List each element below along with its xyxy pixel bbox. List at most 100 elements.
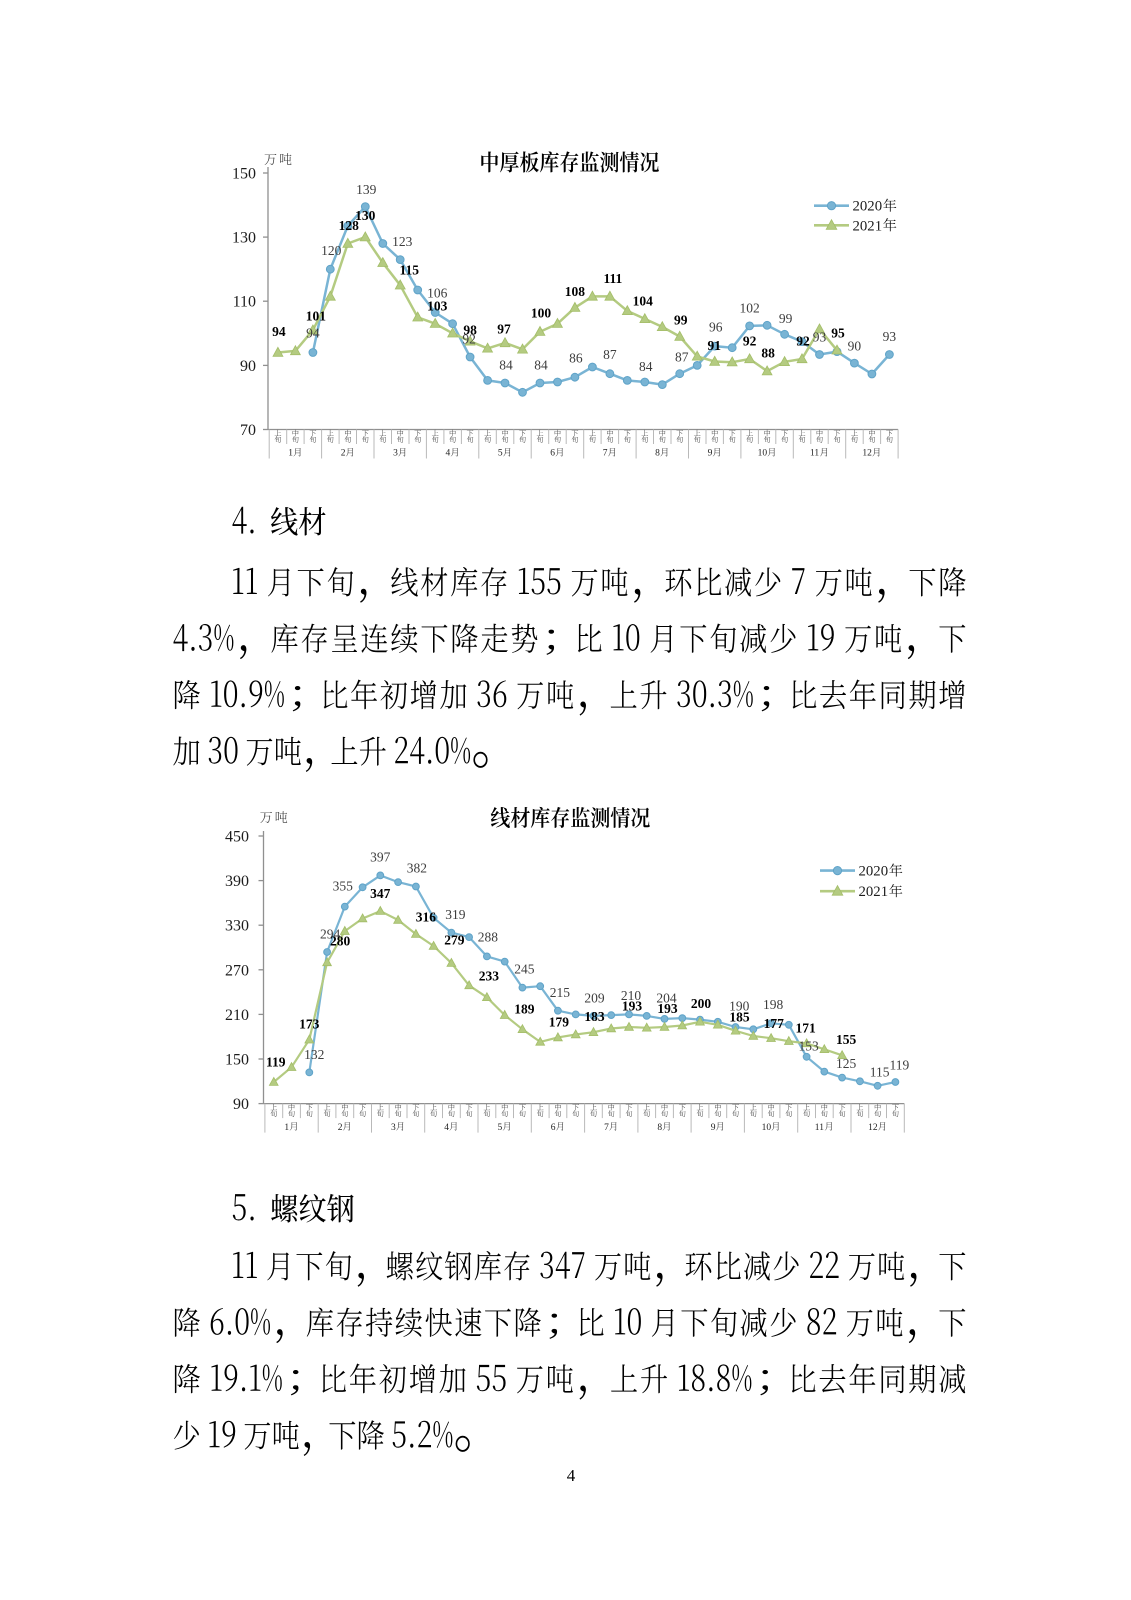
svg-text:210: 210 (621, 988, 642, 1003)
svg-text:139: 139 (356, 182, 377, 197)
svg-text:6: 6 (551, 1123, 556, 1133)
svg-text:2020: 2020 (853, 199, 883, 215)
svg-text:2: 2 (338, 1123, 343, 1133)
svg-text:450: 450 (225, 829, 249, 846)
svg-text:210: 210 (225, 1007, 249, 1024)
svg-text:132: 132 (304, 1047, 324, 1062)
svg-text:355: 355 (333, 879, 354, 894)
svg-text:4: 4 (567, 1466, 576, 1485)
svg-text:84: 84 (534, 358, 548, 373)
svg-text:2: 2 (341, 449, 346, 459)
svg-text:3: 3 (391, 1123, 396, 1133)
svg-text:120: 120 (321, 243, 342, 258)
svg-text:319: 319 (445, 907, 466, 922)
svg-text:104: 104 (633, 293, 654, 308)
svg-text:93: 93 (813, 330, 827, 345)
svg-text:177: 177 (764, 1016, 785, 1031)
svg-text:294: 294 (320, 927, 341, 942)
svg-text:87: 87 (675, 350, 689, 365)
svg-text:108: 108 (565, 284, 586, 299)
svg-text:11: 11 (810, 449, 819, 459)
svg-text:245: 245 (514, 962, 535, 977)
svg-text:316: 316 (416, 910, 437, 925)
svg-text:209: 209 (584, 990, 605, 1005)
svg-text:12: 12 (862, 449, 872, 459)
svg-text:390: 390 (225, 873, 249, 890)
svg-text:2020: 2020 (859, 864, 889, 880)
svg-text:92: 92 (796, 334, 810, 349)
svg-text:94: 94 (272, 324, 286, 339)
svg-text:92: 92 (462, 332, 476, 347)
svg-text:106: 106 (427, 286, 448, 301)
svg-text:9: 9 (711, 1123, 716, 1133)
svg-text:2021: 2021 (853, 218, 883, 234)
svg-text:98: 98 (463, 322, 477, 337)
svg-text:193: 193 (622, 999, 643, 1014)
svg-text:88: 88 (761, 346, 775, 361)
svg-text:9: 9 (708, 449, 713, 459)
svg-text:100: 100 (531, 306, 552, 321)
svg-text:123: 123 (392, 234, 413, 249)
svg-text:179: 179 (549, 1014, 570, 1029)
svg-text:95: 95 (831, 325, 845, 340)
svg-text:103: 103 (427, 299, 448, 314)
svg-text:102: 102 (739, 300, 759, 315)
svg-text:94: 94 (306, 326, 320, 341)
svg-text:279: 279 (444, 933, 465, 948)
svg-text:330: 330 (225, 918, 249, 935)
svg-text:11: 11 (815, 1123, 824, 1133)
svg-text:215: 215 (550, 985, 571, 1000)
svg-text:171: 171 (795, 1020, 816, 1035)
svg-text:8: 8 (655, 449, 660, 459)
svg-text:193: 193 (657, 1001, 678, 1016)
svg-text:87: 87 (603, 347, 617, 362)
svg-text:119: 119 (890, 1058, 910, 1073)
svg-text:288: 288 (478, 929, 499, 944)
svg-text:189: 189 (514, 1001, 535, 1016)
svg-text:3: 3 (393, 449, 398, 459)
svg-text:270: 270 (225, 962, 249, 979)
svg-text:5: 5 (498, 449, 503, 459)
svg-text:111: 111 (604, 271, 623, 286)
svg-text:1: 1 (288, 449, 293, 459)
svg-text:280: 280 (330, 933, 351, 948)
svg-text:10: 10 (758, 449, 768, 459)
svg-text:93: 93 (883, 329, 897, 344)
svg-text:130: 130 (232, 230, 256, 247)
svg-text:84: 84 (499, 358, 513, 373)
svg-text:1: 1 (284, 1123, 289, 1133)
svg-text:8: 8 (657, 1123, 662, 1133)
svg-text:130: 130 (355, 208, 376, 223)
svg-text:7: 7 (604, 1123, 609, 1133)
svg-text:119: 119 (266, 1055, 286, 1070)
svg-text:115: 115 (870, 1064, 890, 1079)
svg-text:90: 90 (233, 1096, 249, 1113)
svg-text:6: 6 (550, 449, 555, 459)
svg-text:397: 397 (370, 849, 391, 864)
svg-text:99: 99 (674, 313, 688, 328)
svg-text:99: 99 (779, 311, 793, 326)
svg-text:4: 4 (446, 449, 451, 459)
svg-text:5: 5 (498, 1123, 503, 1133)
svg-text:90: 90 (848, 339, 862, 354)
svg-text:70: 70 (240, 422, 256, 439)
svg-text:155: 155 (836, 1032, 857, 1047)
svg-text:2021: 2021 (859, 884, 889, 900)
svg-text:153: 153 (798, 1038, 819, 1053)
svg-text:84: 84 (639, 359, 653, 374)
svg-text:150: 150 (225, 1052, 249, 1069)
svg-text:173: 173 (299, 1017, 320, 1032)
svg-text:185: 185 (729, 1009, 750, 1024)
svg-text:115: 115 (399, 263, 419, 278)
svg-text:92: 92 (743, 334, 757, 349)
svg-text:198: 198 (763, 997, 784, 1012)
svg-text:200: 200 (691, 996, 712, 1011)
svg-text:125: 125 (836, 1056, 857, 1071)
svg-text:101: 101 (306, 309, 327, 324)
svg-text:90: 90 (240, 358, 256, 375)
svg-text:86: 86 (569, 351, 583, 366)
svg-text:204: 204 (656, 990, 677, 1005)
svg-text:91: 91 (707, 338, 721, 353)
svg-text:110: 110 (233, 294, 256, 311)
svg-text:183: 183 (584, 1009, 605, 1024)
